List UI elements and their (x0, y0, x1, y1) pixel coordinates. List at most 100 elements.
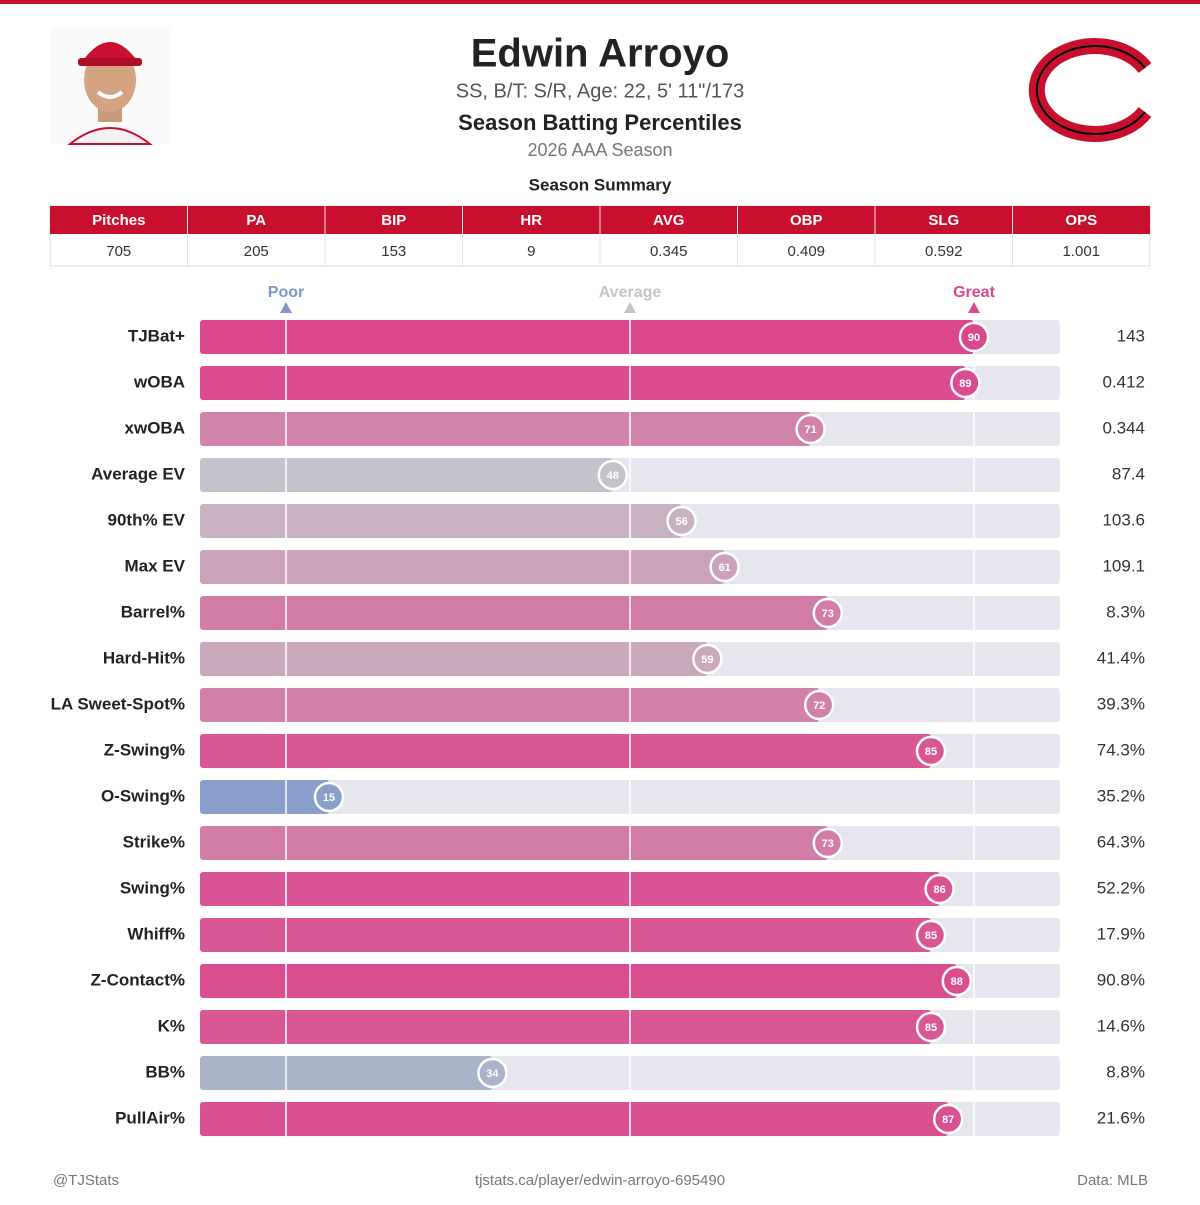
bar (200, 1056, 493, 1090)
player-info: SS, B/T: S/R, Age: 22, 5' 11"/173 (456, 80, 745, 102)
percentile-dot (313, 781, 345, 813)
percentile-dot (932, 1103, 964, 1135)
tick-label: Average (599, 284, 662, 301)
metric-value: 90.8% (1097, 970, 1145, 989)
bar (200, 688, 820, 722)
metric-value: 109.1 (1102, 556, 1145, 575)
percentile-label: 73 (822, 838, 834, 850)
section-title: Season Batting Percentiles (458, 110, 742, 135)
category-label: Whiff% (127, 924, 185, 943)
metric-value: 74.3% (1097, 740, 1145, 759)
percentile-label: 61 (718, 562, 730, 574)
percentile-label: 85 (925, 746, 937, 758)
bar (200, 366, 966, 400)
category-label: O-Swing% (101, 786, 185, 805)
percentile-dot (941, 965, 973, 997)
summary-col-header: PA (246, 212, 266, 229)
category-label: wOBA (133, 372, 185, 391)
category-label: Strike% (123, 832, 185, 851)
category-label: BB% (145, 1062, 185, 1081)
tick-label: Great (953, 284, 995, 301)
metric-value: 52.2% (1097, 878, 1145, 897)
bar (200, 1102, 949, 1136)
metric-value: 103.6 (1102, 510, 1145, 529)
category-label: Max EV (125, 556, 186, 575)
summary-value: 705 (106, 243, 131, 260)
category-label: Barrel% (121, 602, 185, 621)
percentile-dot (597, 459, 629, 491)
category-label: 90th% EV (108, 510, 186, 529)
category-label: LA Sweet-Spot% (51, 694, 185, 713)
bar (200, 642, 708, 676)
percentile-dot (709, 551, 740, 583)
tick-marker (280, 302, 292, 313)
percentile-label: 71 (804, 424, 816, 436)
percentile-label: 85 (925, 1022, 937, 1034)
footer-center: tjstats.ca/player/edwin-arroyo-695490 (475, 1172, 725, 1189)
bar (200, 550, 725, 584)
summary-title: Season Summary (529, 175, 672, 194)
bar (200, 596, 828, 630)
tick-label: Poor (268, 284, 304, 301)
percentile-label: 90 (968, 332, 980, 344)
percentile-dot (803, 689, 835, 721)
category-label: PullAir% (115, 1108, 185, 1127)
tick-marker (968, 302, 980, 313)
percentile-dot (666, 505, 697, 537)
percentile-label: 85 (925, 930, 937, 942)
footer-left: @TJStats (53, 1172, 119, 1189)
percentile-dot (958, 321, 990, 353)
category-label: Swing% (120, 878, 185, 897)
percentile-label: 59 (701, 654, 713, 666)
footer-right: Data: MLB (1077, 1172, 1148, 1189)
bar (200, 918, 931, 952)
summary-value: 0.345 (650, 243, 688, 260)
top-stripe (0, 0, 1200, 4)
metric-value: 39.3% (1097, 694, 1145, 713)
metric-value: 35.2% (1097, 786, 1145, 805)
category-label: TJBat+ (128, 326, 185, 345)
percentile-label: 72 (813, 700, 825, 712)
tick-marker (624, 302, 636, 313)
percentile-label: 34 (486, 1068, 499, 1080)
category-label: xwOBA (125, 418, 185, 437)
summary-col-header: HR (520, 212, 542, 229)
percentile-dot (812, 597, 844, 629)
percentile-label: 89 (959, 378, 971, 390)
season: 2026 AAA Season (527, 140, 672, 160)
bar (200, 1010, 931, 1044)
bar (200, 458, 613, 492)
percentile-label: 56 (675, 516, 687, 528)
percentile-dot (915, 1011, 947, 1043)
headshot (50, 28, 170, 145)
metric-value: 0.344 (1102, 418, 1145, 437)
summary-value: 9 (527, 243, 535, 260)
bar (200, 504, 682, 538)
category-label: K% (158, 1016, 185, 1035)
percentile-label: 86 (933, 884, 945, 896)
percentile-dot (950, 367, 981, 399)
category-label: Average EV (91, 464, 186, 483)
category-label: Hard-Hit% (103, 648, 185, 667)
percentile-label: 48 (607, 470, 619, 482)
bar (200, 412, 811, 446)
metric-value: 87.4 (1112, 464, 1145, 483)
summary-col-header: OPS (1065, 212, 1097, 229)
metric-value: 0.412 (1102, 372, 1145, 391)
percentile-label: 73 (822, 608, 834, 620)
bar (200, 964, 957, 998)
summary-value: 0.409 (787, 243, 825, 260)
metric-value: 64.3% (1097, 832, 1145, 851)
percentile-dot (692, 643, 723, 675)
metric-value: 17.9% (1097, 924, 1145, 943)
percentile-dot (924, 873, 955, 905)
metric-value: 143 (1117, 326, 1145, 345)
team-logo (1028, 38, 1152, 142)
percentile-dot (477, 1057, 508, 1089)
summary-value: 1.001 (1062, 243, 1100, 260)
bar (200, 320, 974, 354)
bar (200, 826, 828, 860)
percentile-label: 88 (951, 976, 963, 988)
summary-col-header: AVG (653, 212, 684, 229)
